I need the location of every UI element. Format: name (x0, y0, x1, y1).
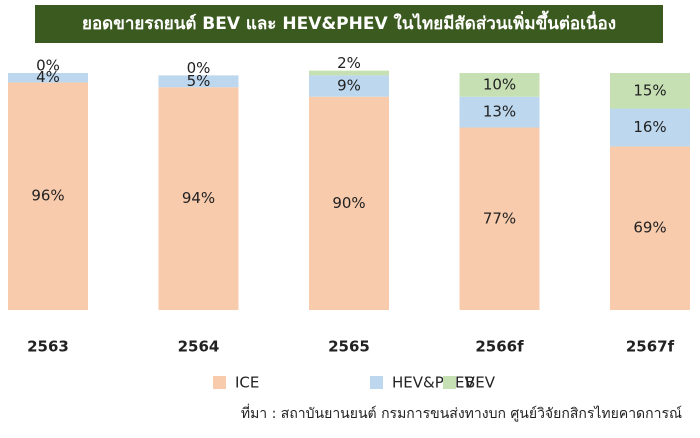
bar-segment (610, 108, 690, 147)
data-label: 90% (332, 194, 365, 212)
bar-segment (309, 70, 389, 76)
source-note: ที่มา : สถาบันยานยนต์ กรมการขนส่งทางบก ศ… (241, 404, 682, 422)
data-label: 69% (633, 219, 666, 237)
data-label: 96% (31, 187, 64, 205)
data-label: 16% (633, 118, 666, 136)
bar-segment (8, 82, 88, 310)
data-label: 77% (483, 209, 516, 227)
data-label: 0% (187, 59, 211, 77)
bar-segment (459, 127, 540, 310)
x-tick-label: 2564 (178, 338, 220, 356)
legend-label: ICE (235, 374, 259, 392)
legend-label: BEV (465, 374, 496, 392)
bar-segment (309, 75, 389, 97)
bar-segment (158, 87, 239, 310)
data-label: 15% (633, 81, 666, 99)
bar-segment (158, 75, 239, 88)
bar-segment (309, 96, 389, 310)
data-label: 13% (483, 103, 516, 121)
bar-segment (459, 96, 540, 128)
legend-label: HEV&PHEV (392, 374, 476, 392)
bar-segment (610, 146, 690, 310)
legend-swatch (213, 376, 226, 389)
bar-segment (610, 73, 690, 109)
legend-swatch (370, 376, 383, 389)
data-label: 0% (36, 57, 60, 75)
bar-segment (459, 73, 540, 97)
chart-title: ยอดขายรถยนต์ BEV และ HEV&PHEV ในไทยมีสัด… (82, 10, 616, 34)
data-label: 10% (483, 75, 516, 93)
data-label: 5% (187, 72, 211, 90)
data-label: 4% (36, 68, 60, 86)
x-tick-label: 2567f (626, 338, 675, 356)
title-box (35, 5, 663, 43)
x-tick-label: 2563 (27, 338, 69, 356)
data-label: 2% (337, 54, 361, 72)
data-label: 94% (182, 189, 215, 207)
bar-segment (8, 73, 88, 83)
x-tick-label: 2566f (475, 338, 524, 356)
data-label: 9% (337, 77, 361, 95)
x-tick-label: 2565 (328, 338, 370, 356)
legend-swatch (443, 376, 456, 389)
